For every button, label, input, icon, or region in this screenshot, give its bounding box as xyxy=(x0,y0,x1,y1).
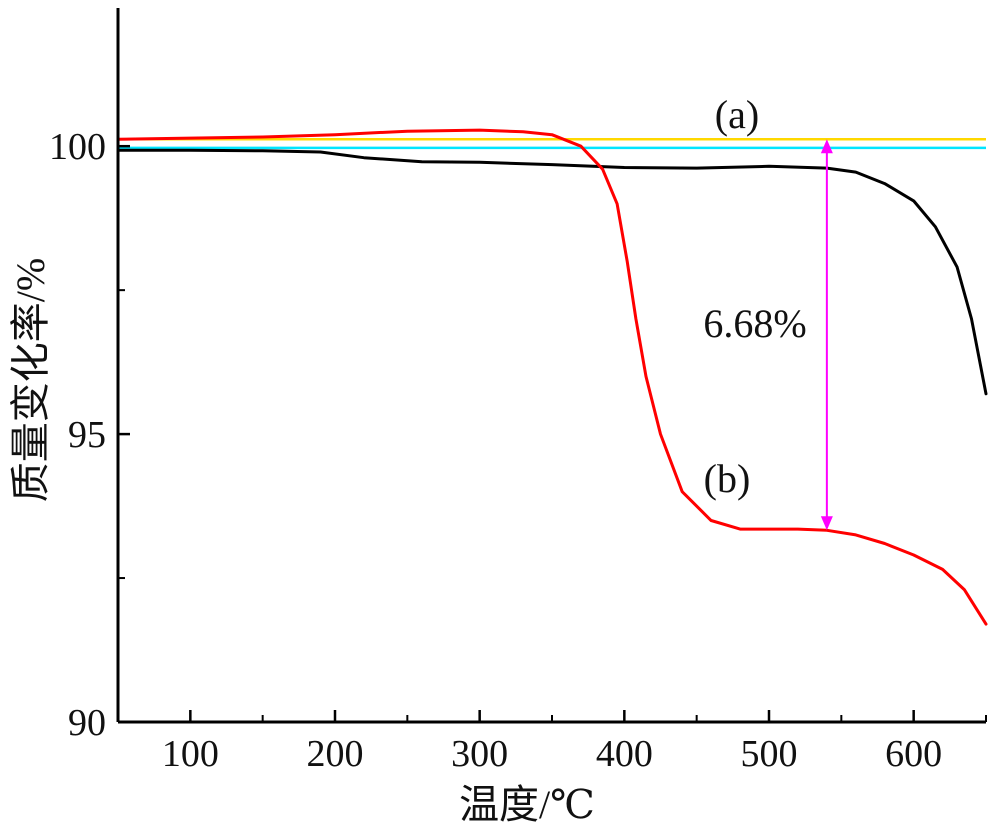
y-tick-label: 100 xyxy=(49,126,106,168)
series-a-label: (a) xyxy=(715,92,759,137)
series-b-label: (b) xyxy=(704,456,751,501)
x-tick-label: 600 xyxy=(885,733,942,775)
y-axis-title: 质量变化率/% xyxy=(8,258,53,502)
arrow-head-down xyxy=(820,516,833,531)
x-tick-label: 300 xyxy=(451,733,508,775)
x-tick-label: 500 xyxy=(741,733,798,775)
x-tick-label: 100 xyxy=(162,733,219,775)
x-tick-label: 200 xyxy=(307,733,364,775)
y-tick-label: 90 xyxy=(68,702,106,744)
x-axis-title: 温度/℃ xyxy=(459,782,595,827)
series-line-b xyxy=(116,128,988,626)
axes xyxy=(116,8,986,724)
difference-annotation: 6.68% xyxy=(703,301,806,346)
x-tick-label: 400 xyxy=(596,733,653,775)
y-tick-label: 95 xyxy=(68,414,106,456)
series-line-a xyxy=(116,148,988,396)
arrow-head-up xyxy=(820,139,833,154)
